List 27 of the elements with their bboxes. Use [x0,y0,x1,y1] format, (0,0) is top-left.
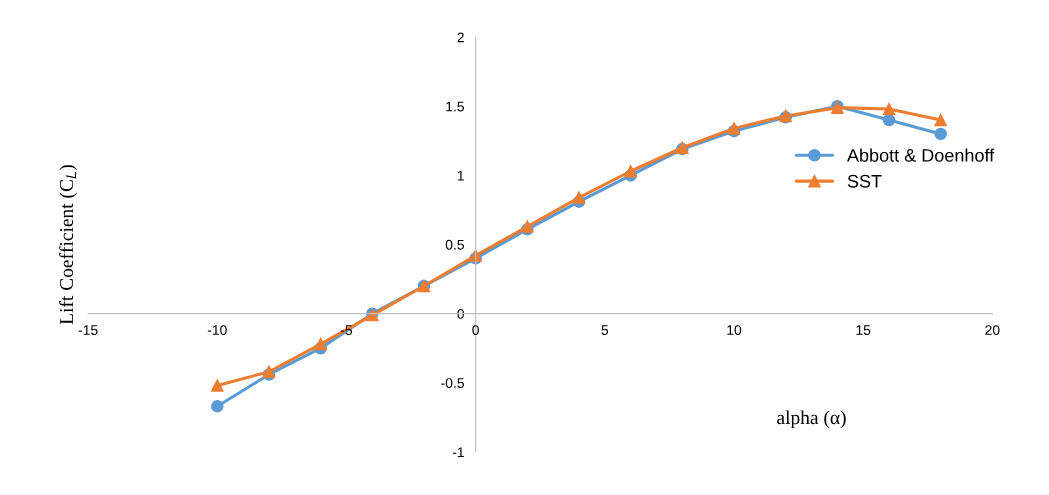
y-tick-label: 1.5 [446,101,464,112]
x-axis-title: alpha (α) [777,410,846,429]
point [882,113,896,127]
x-tick-label: -10 [207,325,227,335]
point [882,102,896,116]
point [572,191,586,204]
point [211,400,224,413]
point [211,379,224,392]
point [934,113,947,127]
x-tick-label: 0 [472,325,479,335]
x-tick-label: -15 [78,325,98,335]
x-tick-label: 5 [601,325,609,335]
point [934,127,947,141]
point [624,164,637,178]
y-tick-label: -1 [452,447,464,457]
y-tick-label: 2 [457,32,464,43]
x-tick-label: 20 [985,325,1000,335]
x-tick-label: -5 [340,325,353,335]
y-axis-title: Lift Coefficient (C$_{L}$) [59,165,78,325]
y-tick-label: 0.5 [445,239,464,250]
y-tick-label: 1 [457,170,464,181]
y-tick-label: -0.5 [441,378,464,388]
legend-label: Abbott & Doenhoff [846,148,995,162]
point [314,337,327,351]
legend-label: SST [847,174,882,188]
x-tick-label: 15 [856,325,871,335]
x-tick-label: 10 [727,325,742,335]
